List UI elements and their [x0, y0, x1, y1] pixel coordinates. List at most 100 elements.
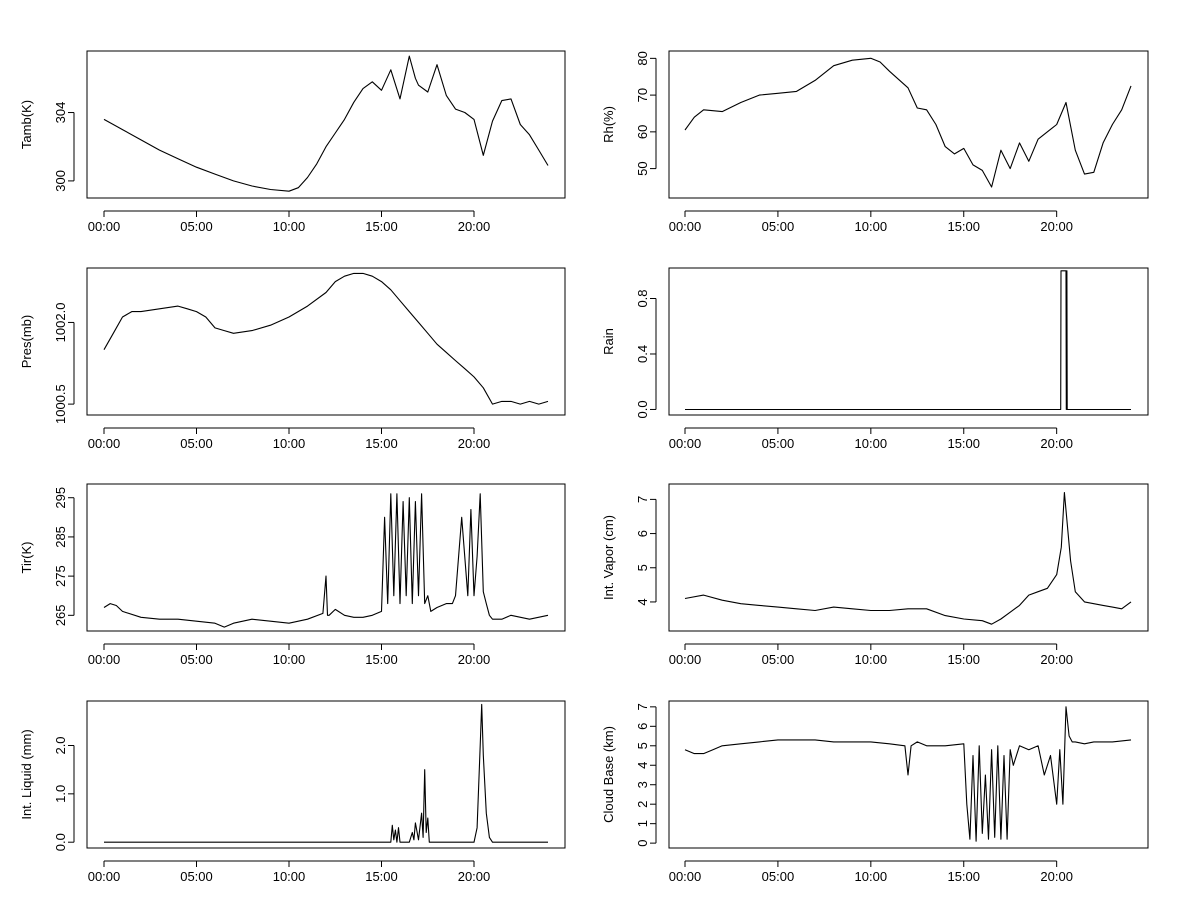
- x-tick-label: 10:00: [273, 436, 306, 451]
- x-tick-label: 10:00: [855, 219, 888, 234]
- y-axis-title: Tamb(K): [19, 100, 34, 149]
- series-line: [103, 493, 549, 628]
- y-tick-label: 1: [635, 820, 650, 827]
- y-axis-title: Int. Liquid (mm): [19, 729, 34, 819]
- y-tick-label: 70: [635, 88, 650, 102]
- x-tick-label: 15:00: [365, 869, 398, 884]
- y-tick-label: 2.0: [53, 736, 68, 754]
- x-tick-label: 05:00: [762, 436, 795, 451]
- x-tick-label: 20:00: [458, 219, 491, 234]
- y-tick-label: 1000.5: [53, 384, 68, 424]
- y-tick-label: 4: [635, 762, 650, 769]
- series-line: [103, 55, 549, 192]
- x-tick-label: 15:00: [947, 219, 980, 234]
- y-axis-title: Rh(%): [601, 106, 616, 143]
- y-tick-label: 300: [53, 170, 68, 192]
- y-tick-label: 5: [635, 564, 650, 571]
- x-tick-label: 00:00: [669, 219, 702, 234]
- y-tick-label: 6: [635, 723, 650, 730]
- x-tick-label: 00:00: [88, 436, 121, 451]
- x-tick-label: 10:00: [273, 652, 306, 667]
- y-tick-label: 5: [635, 742, 650, 749]
- y-tick-label: 304: [53, 102, 68, 124]
- series-line: [684, 57, 1132, 188]
- y-tick-label: 7: [635, 703, 650, 710]
- y-tick-label: 6: [635, 530, 650, 537]
- x-tick-label: 15:00: [947, 869, 980, 884]
- x-tick-label: 10:00: [855, 652, 888, 667]
- x-tick-label: 15:00: [365, 652, 398, 667]
- y-tick-label: 7: [635, 496, 650, 503]
- y-tick-label: 1.0: [53, 785, 68, 803]
- plot-frame: [86, 483, 566, 632]
- x-tick-label: 05:00: [762, 219, 795, 234]
- plot-frame: [668, 483, 1149, 632]
- panel-3: 00:00 05:00 10:00 15:00 20:00 1000.5 1002.0 Pre…: [19, 267, 566, 451]
- x-tick-label: 05:00: [180, 869, 213, 884]
- y-axis-title: Tir(K): [19, 541, 34, 573]
- x-tick-label: 20:00: [1040, 219, 1073, 234]
- x-tick-label: 05:00: [180, 652, 213, 667]
- y-tick-label: 0.0: [635, 400, 650, 418]
- plot-frame: [86, 50, 566, 199]
- y-tick-label: 0: [635, 840, 650, 847]
- panel-7: 00:00 05:00 10:00 15:00 20:00 0.0 1.0 2.0 Int. L…: [19, 700, 566, 884]
- plot-frame: [668, 267, 1149, 416]
- x-tick-label: 00:00: [88, 219, 121, 234]
- x-tick-label: 05:00: [762, 652, 795, 667]
- series-line: [685, 270, 1131, 411]
- series-line: [104, 703, 548, 843]
- panel-4: 00:00 05:00 10:00 15:00 20:00 0.0 0.4 0.8 Rain: [601, 267, 1149, 451]
- y-tick-label: 275: [53, 565, 68, 587]
- y-tick-label: 265: [53, 604, 68, 626]
- x-tick-label: 10:00: [273, 219, 306, 234]
- y-tick-label: 1002.0: [53, 303, 68, 343]
- x-tick-label: 05:00: [180, 219, 213, 234]
- x-tick-label: 20:00: [458, 652, 491, 667]
- x-tick-label: 10:00: [855, 436, 888, 451]
- plot-frame: [86, 267, 566, 416]
- x-tick-label: 00:00: [88, 869, 121, 884]
- x-tick-label: 00:00: [88, 652, 121, 667]
- panel-6: 00:00 05:00 10:00 15:00 20:00 4 5 6 7 Int. Vapor …: [601, 483, 1149, 667]
- x-tick-label: 20:00: [1040, 869, 1073, 884]
- panel-8: 00:00 05:00 10:00 15:00 20:00 0 1 2 3 4 5 6 7 Cloud B…: [601, 700, 1149, 884]
- y-axis-title: Rain: [601, 328, 616, 355]
- series-line: [684, 491, 1132, 625]
- plot-frame: [86, 700, 566, 849]
- y-axis-title: Cloud Base (km): [601, 726, 616, 823]
- x-tick-label: 20:00: [458, 436, 491, 451]
- x-tick-label: 10:00: [855, 869, 888, 884]
- x-tick-label: 05:00: [180, 436, 213, 451]
- y-tick-label: 4: [635, 598, 650, 605]
- x-tick-label: 05:00: [762, 869, 795, 884]
- y-axis-title: Pres(mb): [19, 315, 34, 368]
- y-tick-label: 0.4: [635, 345, 650, 363]
- y-tick-label: 80: [635, 51, 650, 65]
- plot-frame: [668, 700, 1149, 849]
- y-tick-label: 50: [635, 161, 650, 175]
- x-tick-label: 00:00: [669, 869, 702, 884]
- x-tick-label: 00:00: [669, 436, 702, 451]
- x-tick-label: 00:00: [669, 652, 702, 667]
- panel-1: 00:00 05:00 10:00 15:00 20:00 300 304 Tamb(K): [19, 50, 566, 234]
- y-tick-label: 3: [635, 781, 650, 788]
- y-tick-label: 0.8: [635, 289, 650, 307]
- y-tick-label: 0.0: [53, 833, 68, 851]
- x-tick-label: 15:00: [365, 219, 398, 234]
- y-tick-label: 60: [635, 125, 650, 139]
- panel-5: 00:00 05:00 10:00 15:00 20:00 265 275 285 295 Tir…: [19, 483, 566, 667]
- x-tick-label: 20:00: [1040, 436, 1073, 451]
- x-tick-label: 20:00: [1040, 652, 1073, 667]
- panel-2: 00:00 05:00 10:00 15:00 20:00 50 60 70 80 Rh(%): [601, 50, 1149, 234]
- plot-frame: [668, 50, 1149, 199]
- y-tick-label: 2: [635, 801, 650, 808]
- x-tick-label: 20:00: [458, 869, 491, 884]
- x-tick-label: 15:00: [947, 652, 980, 667]
- series-line: [684, 706, 1132, 842]
- y-tick-label: 295: [53, 487, 68, 509]
- x-tick-label: 15:00: [947, 436, 980, 451]
- x-tick-label: 10:00: [273, 869, 306, 884]
- y-tick-label: 285: [53, 526, 68, 548]
